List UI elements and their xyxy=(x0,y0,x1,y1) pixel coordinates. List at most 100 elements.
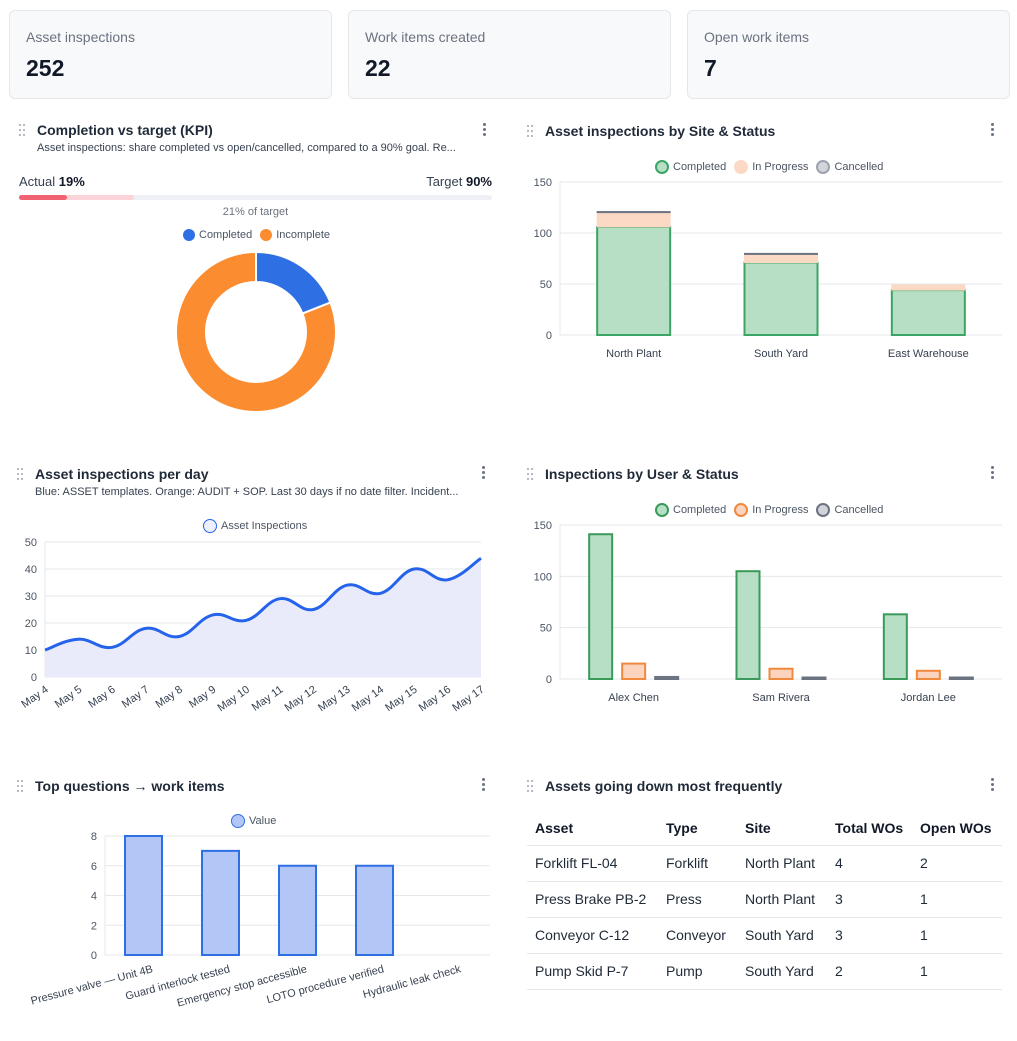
legend-swatch xyxy=(655,503,669,517)
column-header-asset[interactable]: Asset xyxy=(527,811,658,846)
bar-value xyxy=(124,835,163,956)
drag-handle-icon[interactable] xyxy=(19,124,29,136)
legend-item-cancelled[interactable]: Cancelled xyxy=(816,160,883,174)
table-row[interactable]: Forklift FL-04 Forklift North Plant 4 2 xyxy=(527,845,1002,882)
legend-item-in-progress[interactable]: In Progress xyxy=(734,160,808,174)
panel-title: Asset inspections by Site & Status xyxy=(545,123,776,139)
column-header-site[interactable]: Site xyxy=(737,811,827,846)
column-header-type[interactable]: Type xyxy=(658,811,737,846)
x-tick-label: May 4 xyxy=(19,684,50,711)
table-cell: North Plant xyxy=(737,845,827,882)
column-header-open-wos[interactable]: Open WOs xyxy=(912,811,1002,846)
legend-item-completed[interactable]: Completed xyxy=(183,229,252,241)
y-tick-label: 50 xyxy=(540,279,552,291)
panel-title: Inspections by User & Status xyxy=(545,466,739,482)
x-tick-label: May 16 xyxy=(417,684,453,715)
donut-slice-incomplete xyxy=(175,250,337,413)
per-day-legend: Asset Inspections xyxy=(203,519,315,533)
legend-item-cancelled[interactable]: Cancelled xyxy=(816,503,883,517)
drag-handle-icon[interactable] xyxy=(527,125,537,137)
bar-cancelled xyxy=(948,676,974,680)
user-status-bar-chart: 0 50 100 150 Alex Chen Sam Rivera Jordan Lee xyxy=(534,520,1002,704)
legend-label: Value xyxy=(249,815,277,827)
legend-swatch xyxy=(183,229,195,241)
legend-label: Completed xyxy=(673,504,727,516)
legend-item-value[interactable]: Value xyxy=(231,814,276,828)
series-line xyxy=(44,556,482,652)
legend-label: Cancelled xyxy=(834,504,884,516)
bar-value xyxy=(201,849,240,956)
panel-title: Top questions → work items xyxy=(35,778,225,794)
more-options-icon[interactable] xyxy=(988,778,996,794)
panel-subtitle: Asset inspections: share completed vs op… xyxy=(37,142,456,154)
target-label: Target xyxy=(426,174,463,189)
y-tick-label: 8 xyxy=(91,831,97,843)
drag-handle-icon[interactable] xyxy=(17,468,27,480)
table-cell: South Yard xyxy=(737,953,827,990)
panel-title: Asset inspections per day xyxy=(35,466,209,482)
bar-cancelled xyxy=(654,675,680,681)
panel-subtitle: Blue: ASSET templates. Orange: AUDIT + S… xyxy=(35,486,459,498)
legend-item-completed[interactable]: Completed xyxy=(655,503,726,517)
bar-value xyxy=(355,864,394,956)
y-tick-label: 4 xyxy=(91,891,97,903)
kpi-card-asset-inspections[interactable]: Asset inspections 252 xyxy=(9,10,332,99)
bar-completed xyxy=(596,225,672,337)
drag-handle-icon[interactable] xyxy=(527,468,537,480)
panel-header-site-status: Asset inspections by Site & Status xyxy=(527,120,775,142)
x-tick-label: May 8 xyxy=(153,684,184,711)
panel-title: Assets going down most frequently xyxy=(545,778,783,794)
kpi-card-work-items-created[interactable]: Work items created 22 xyxy=(348,10,671,99)
legend-item-incomplete[interactable]: Incomplete xyxy=(260,229,330,241)
more-options-icon[interactable] xyxy=(988,466,996,482)
legend-label: In Progress xyxy=(752,504,809,516)
drag-handle-icon[interactable] xyxy=(527,780,537,792)
legend-item-asset-inspections[interactable]: Asset Inspections xyxy=(203,519,307,533)
kpi-value: 22 xyxy=(365,55,391,81)
y-tick-label: 6 xyxy=(91,861,97,873)
more-options-icon[interactable] xyxy=(479,466,487,482)
table-cell: 3 xyxy=(827,917,912,954)
legend-label: Cancelled xyxy=(834,161,884,173)
column-header-total-wos[interactable]: Total WOs xyxy=(827,811,912,846)
table-cell: 1 xyxy=(912,881,1002,918)
bar-in-progress xyxy=(621,662,647,681)
legend-swatch xyxy=(203,519,217,533)
y-tick-label: 0 xyxy=(91,950,97,962)
more-options-icon[interactable] xyxy=(480,123,488,139)
panel-header-per-day: Asset inspections per day xyxy=(17,463,209,485)
kpi-label: Open work items xyxy=(704,29,810,45)
table-header-row: Asset Type Site Total WOs Open WOs xyxy=(527,811,1002,846)
legend-label: Completed xyxy=(199,229,253,241)
table-cell: Conveyor xyxy=(658,917,737,954)
area-fill xyxy=(45,558,481,677)
bar-completed xyxy=(882,613,908,680)
x-tick-label: Emergency stop accessible xyxy=(176,963,308,1009)
y-tick-label: 2 xyxy=(91,920,97,932)
of-target-text: 21% of target xyxy=(222,206,289,218)
more-options-icon[interactable] xyxy=(479,778,487,794)
more-options-icon[interactable] xyxy=(988,123,996,139)
bar-in-progress xyxy=(915,669,941,680)
table-cell: 3 xyxy=(827,881,912,918)
table-row[interactable]: Pump Skid P-7 Pump South Yard 2 1 xyxy=(527,953,1002,990)
kpi-card-open-work-items[interactable]: Open work items 7 xyxy=(687,10,1010,99)
x-tick-label: May 13 xyxy=(316,684,352,715)
y-tick-label: 50 xyxy=(25,537,37,549)
legend-label: Asset Inspections xyxy=(221,520,308,532)
panel-header-top-questions: Top questions → work items xyxy=(17,775,225,797)
bar-value xyxy=(278,864,317,956)
x-tick-label: May 5 xyxy=(53,684,84,711)
table-row[interactable]: Conveyor C-12 Conveyor South Yard 3 1 xyxy=(527,917,1002,954)
legend-swatch xyxy=(734,160,749,174)
bar-completed xyxy=(735,570,761,681)
drag-handle-icon[interactable] xyxy=(17,780,27,792)
panel-title: Completion vs target (KPI) xyxy=(37,122,213,138)
table-cell: Press Brake PB-2 xyxy=(527,881,658,918)
table-row[interactable]: Press Brake PB-2 Press North Plant 3 1 xyxy=(527,881,1002,918)
x-tick-label: May 9 xyxy=(187,684,218,711)
y-tick-label: 10 xyxy=(25,645,37,657)
legend-item-in-progress[interactable]: In Progress xyxy=(734,503,808,517)
legend-item-completed[interactable]: Completed xyxy=(655,160,726,174)
